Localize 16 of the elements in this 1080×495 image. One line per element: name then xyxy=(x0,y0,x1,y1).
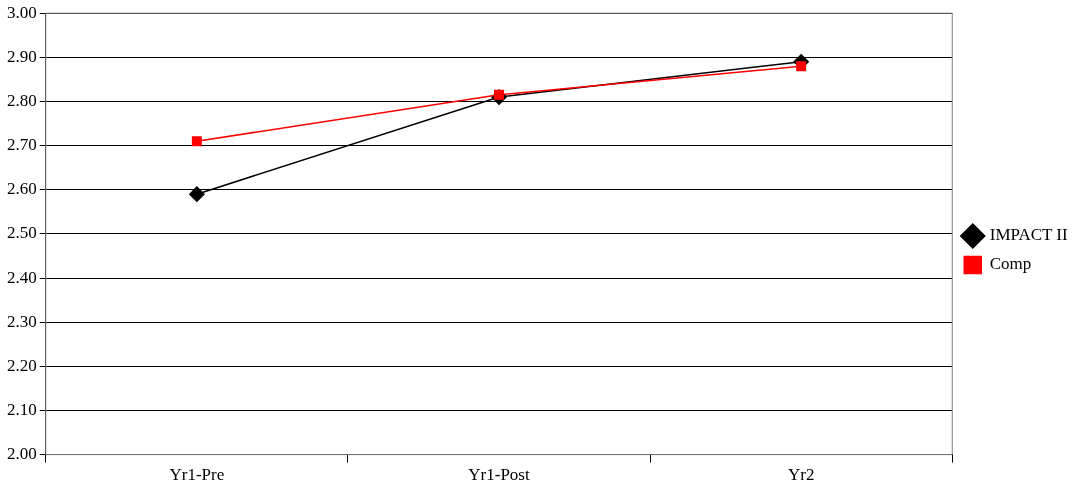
legend-label: Comp xyxy=(989,254,1032,274)
x-tick-label: Yr1-Pre xyxy=(169,465,225,485)
y-tick-label: 2.90 xyxy=(7,46,37,66)
x-tick-label: Yr1-Post xyxy=(468,465,530,485)
y-tick-label: 3.00 xyxy=(7,2,37,22)
y-tick-label: 2.60 xyxy=(7,179,37,199)
y-tick-label: 2.40 xyxy=(7,267,37,287)
y-tick-label: 2.70 xyxy=(7,135,37,155)
y-tick-label: 2.80 xyxy=(7,90,37,110)
y-tick-label: 2.30 xyxy=(7,311,37,331)
y-tick-label: 2.50 xyxy=(7,223,37,243)
x-tick-label: Yr2 xyxy=(787,465,815,485)
y-tick-label: 2.20 xyxy=(7,355,37,375)
y-tick-label: 2.00 xyxy=(7,444,37,464)
legend-label: IMPACT II xyxy=(989,225,1069,245)
y-tick-label: 2.10 xyxy=(7,399,37,419)
